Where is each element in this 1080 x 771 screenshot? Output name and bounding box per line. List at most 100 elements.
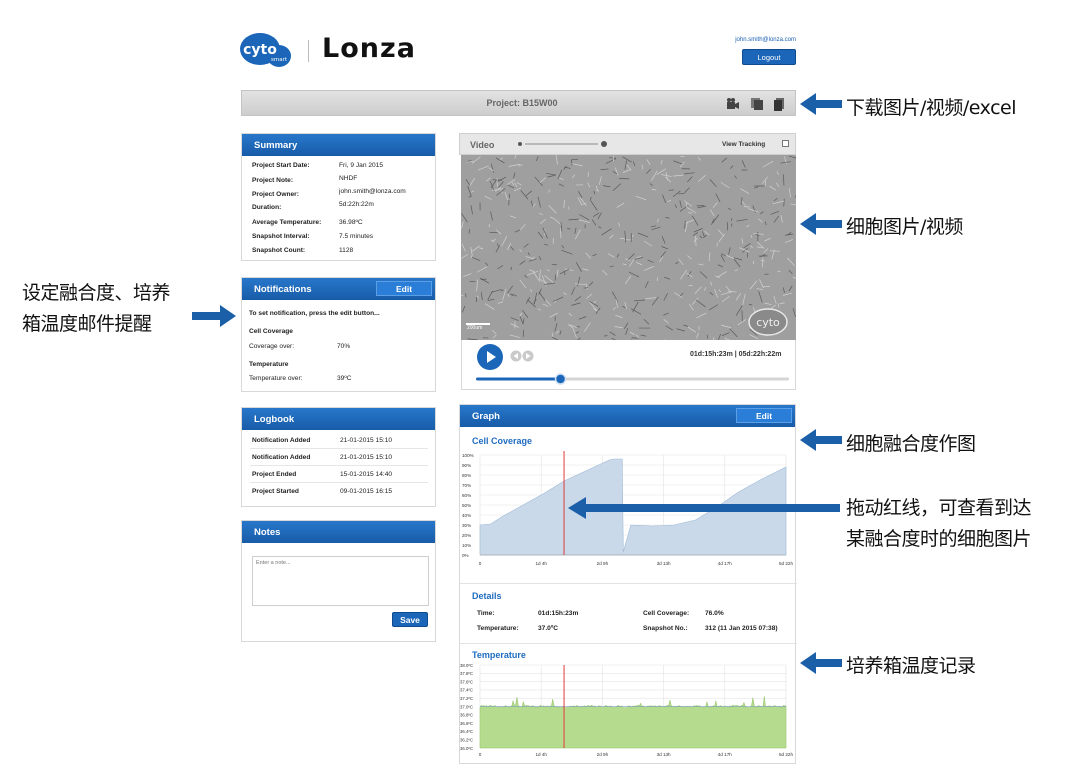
temperature-title: Temperature bbox=[472, 650, 526, 660]
x-tick-label: 1d 4h bbox=[535, 752, 547, 757]
log-time: 15-01-2015 14:40 bbox=[340, 471, 393, 478]
y-tick-label: 80% bbox=[462, 473, 471, 478]
time-readout: 01d:15h:23m | 05d:22h:22m bbox=[690, 351, 782, 358]
header-divider bbox=[308, 40, 309, 62]
x-tick-label: 5d 22h bbox=[779, 752, 793, 757]
y-tick-label: 38.0ºC bbox=[460, 663, 473, 668]
y-tick-label: 30% bbox=[462, 523, 471, 528]
excel-file-icon[interactable] bbox=[772, 97, 786, 111]
y-tick-label: 0% bbox=[462, 553, 469, 558]
arrow-left-icon bbox=[800, 652, 842, 674]
log-time: 21-01-2015 15:10 bbox=[340, 454, 393, 461]
detail-label: Snapshot No.: bbox=[643, 625, 688, 632]
notifications-panel: Notifications Edit To set notification, … bbox=[241, 277, 436, 392]
detail-value: 37.0ºC bbox=[538, 625, 559, 632]
y-tick-label: 10% bbox=[462, 543, 471, 548]
y-tick-label: 37.0ºC bbox=[460, 704, 473, 709]
section-divider bbox=[460, 643, 797, 644]
detail-label: Cell Coverage: bbox=[643, 610, 690, 617]
summary-value: 5d:22h:22m bbox=[339, 201, 374, 208]
timeline-slider[interactable] bbox=[476, 373, 792, 385]
image-stack-icon[interactable] bbox=[750, 97, 764, 111]
coverage-label: Coverage over: bbox=[249, 343, 295, 350]
annotation-notification-line2: 箱温度邮件提醒 bbox=[22, 313, 152, 335]
y-tick-label: 37.2ºC bbox=[460, 696, 473, 701]
cell-texture bbox=[461, 155, 796, 340]
summary-value: Fri, 9 Jan 2015 bbox=[339, 162, 383, 169]
logout-button[interactable]: Logout bbox=[742, 49, 796, 65]
y-tick-label: 36.4ºC bbox=[460, 729, 473, 734]
summary-label: Snapshot Interval: bbox=[252, 233, 310, 240]
annotation-coverage-plot: 细胞融合度作图 bbox=[846, 433, 976, 455]
video-title: Video bbox=[470, 140, 495, 150]
cell-coverage-title: Cell Coverage bbox=[472, 436, 533, 446]
x-tick-label: 3d 13h bbox=[657, 561, 671, 566]
timeline-handle[interactable] bbox=[554, 373, 567, 385]
cytosmart-watermark: cyto bbox=[748, 308, 788, 336]
save-note-button[interactable]: Save bbox=[392, 612, 428, 627]
summary-panel: Summary Project Start Date: Fri, 9 Jan 2… bbox=[241, 133, 436, 261]
summary-label: Duration: bbox=[252, 204, 282, 211]
y-tick-label: 90% bbox=[462, 463, 471, 468]
logbook-title: Logbook bbox=[242, 408, 435, 430]
detail-value: 01d:15h:23m bbox=[538, 610, 579, 617]
temperature-chart[interactable]: 38.0ºC 37.8ºC 37.6ºC 37.4ºC 37.2ºC 37.0ºC 36.8… bbox=[460, 660, 796, 760]
video-controls: 01d:15h:23m | 05d:22h:22m bbox=[461, 340, 796, 390]
annotation-drag-line2: 某融合度时的细胞图片 bbox=[846, 528, 1032, 550]
user-email[interactable]: john.smith@lonza.com bbox=[735, 37, 796, 43]
row-divider bbox=[250, 482, 428, 483]
log-event: Notification Added bbox=[252, 437, 311, 444]
summary-value: 1128 bbox=[339, 247, 354, 254]
temperature-threshold: 39ºC bbox=[337, 375, 352, 382]
log-event: Project Ended bbox=[252, 471, 297, 478]
notes-textarea[interactable] bbox=[252, 556, 429, 606]
cell-image[interactable]: 200um cyto bbox=[461, 155, 796, 340]
y-tick-label: 60% bbox=[462, 493, 471, 498]
details-title: Details bbox=[472, 591, 502, 601]
log-event: Project Started bbox=[252, 488, 299, 495]
zoom-slider[interactable] bbox=[516, 139, 610, 149]
video-camera-icon[interactable] bbox=[726, 97, 740, 111]
x-tick-label: 0 bbox=[479, 561, 482, 566]
detail-label: Temperature: bbox=[477, 625, 519, 632]
view-tracking-checkbox[interactable] bbox=[782, 140, 789, 147]
coverage-threshold: 70% bbox=[337, 343, 351, 350]
arrow-left-icon bbox=[800, 213, 842, 235]
y-tick-label: 36.6ºC bbox=[460, 721, 473, 726]
notification-instruction: To set notification, press the edit butt… bbox=[249, 310, 380, 317]
x-tick-label: 2d 9h bbox=[597, 752, 609, 757]
graph-edit-button[interactable]: Edit bbox=[736, 408, 792, 423]
play-button[interactable] bbox=[476, 343, 504, 371]
project-bar: Project: B15W00 bbox=[241, 90, 796, 116]
annotation-drag-line1: 拖动红线，可查看到达 bbox=[846, 497, 1032, 519]
y-tick-label: 20% bbox=[462, 533, 471, 538]
arrow-left-icon bbox=[800, 93, 842, 115]
x-tick-label: 4d 17h bbox=[718, 561, 732, 566]
x-tick-label: 4d 17h bbox=[718, 752, 732, 757]
summary-value: 36.98ºC bbox=[339, 219, 363, 226]
y-tick-label: 70% bbox=[462, 483, 471, 488]
svg-text:smart: smart bbox=[271, 57, 288, 63]
y-tick-label: 36.8ºC bbox=[460, 713, 473, 718]
video-header: Video View Tracking bbox=[459, 133, 796, 155]
view-tracking-label: View Tracking bbox=[722, 141, 766, 148]
log-time: 09-01-2015 16:15 bbox=[340, 488, 393, 495]
detail-value: 312 (11 Jan 2015 07:38) bbox=[705, 625, 778, 632]
y-tick-label: 40% bbox=[462, 513, 471, 518]
svg-text:cyto: cyto bbox=[756, 316, 780, 329]
x-tick-label: 2d 9h bbox=[597, 561, 609, 566]
graph-title: Graph bbox=[460, 405, 795, 427]
summary-label: Project Note: bbox=[252, 177, 294, 184]
y-tick-label: 100% bbox=[462, 453, 474, 458]
timeline-progress bbox=[476, 377, 561, 381]
graph-panel: Graph Edit Cell Coverage Details Time: 0… bbox=[459, 404, 797, 764]
step-buttons-icon[interactable] bbox=[510, 350, 534, 362]
summary-label: Snapshot Count: bbox=[252, 247, 306, 254]
scale-bar bbox=[466, 323, 490, 325]
y-tick-label: 50% bbox=[462, 503, 471, 508]
notifications-edit-button[interactable]: Edit bbox=[376, 281, 432, 296]
summary-label: Average Temperature: bbox=[252, 219, 322, 226]
summary-label: Project Start Date: bbox=[252, 162, 310, 169]
annotation-notification-line1: 设定融合度、培养 bbox=[22, 282, 171, 304]
logbook-panel: Logbook Notification Added 21-01-2015 15… bbox=[241, 407, 436, 507]
